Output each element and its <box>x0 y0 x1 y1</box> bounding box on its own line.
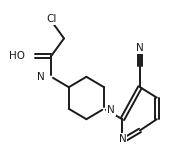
Text: N: N <box>37 72 45 82</box>
Text: N: N <box>118 134 126 144</box>
Text: N: N <box>107 105 115 115</box>
Text: HO: HO <box>9 51 25 61</box>
Text: N: N <box>136 43 144 53</box>
Text: Cl: Cl <box>46 14 56 24</box>
